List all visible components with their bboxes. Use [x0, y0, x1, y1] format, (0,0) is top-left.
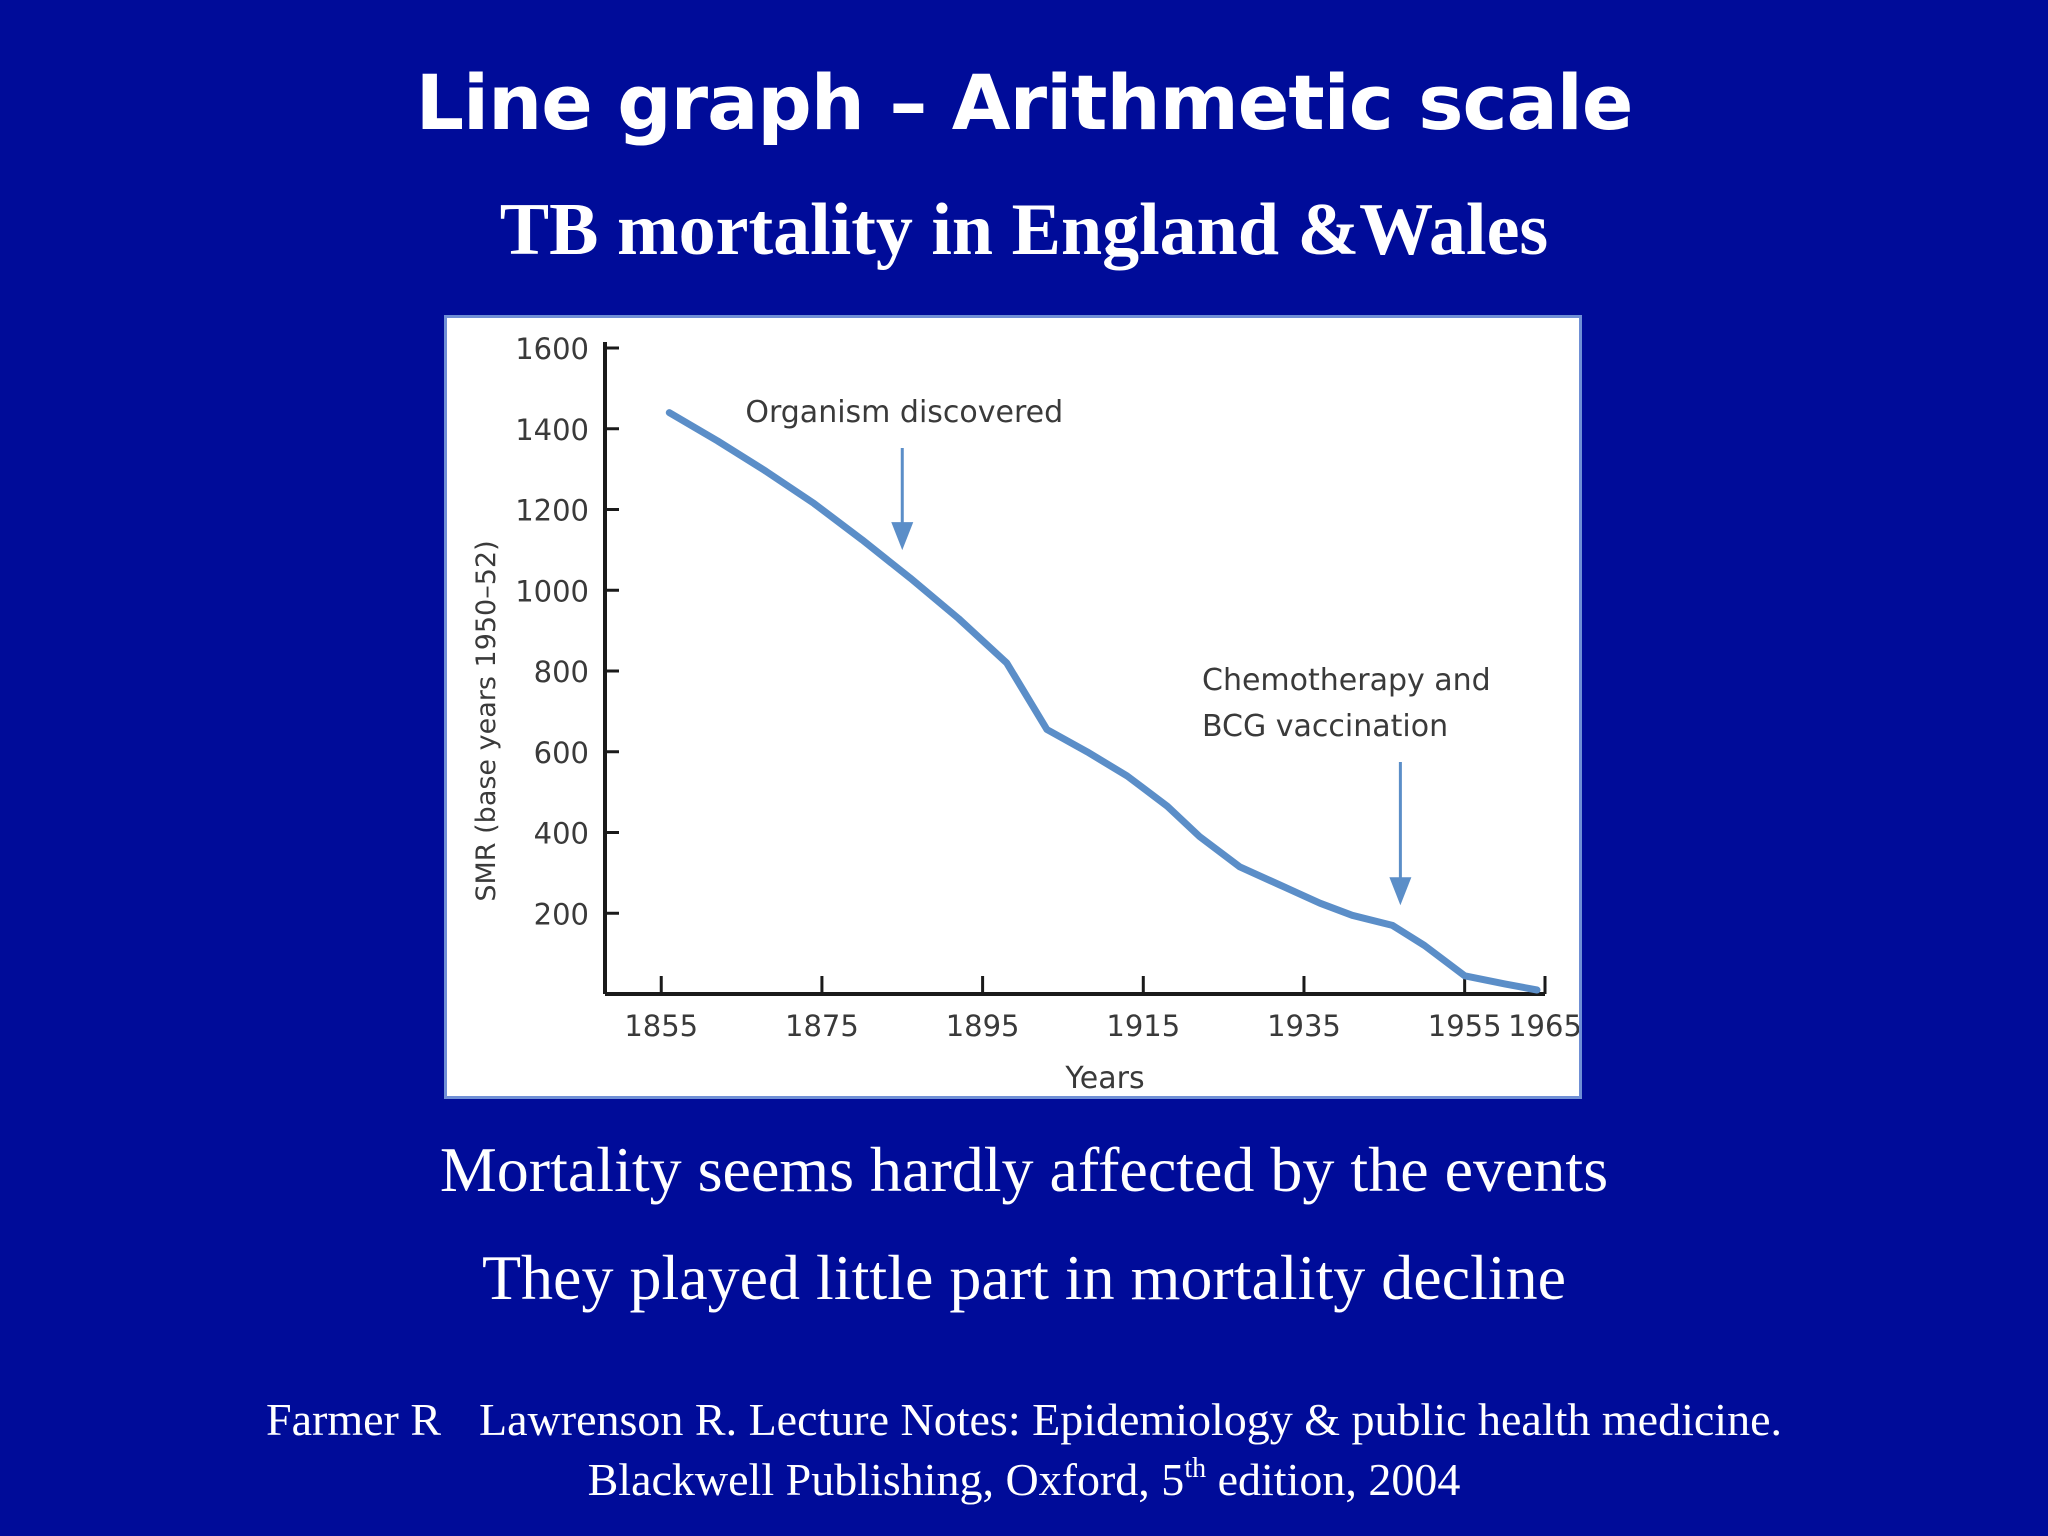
x-tick-label-1895: 1895 [946, 1009, 1020, 1043]
y-tick-label-600: 600 [534, 736, 589, 770]
x-tick-label-1935: 1935 [1267, 1009, 1341, 1043]
y-tick-label-400: 400 [534, 817, 589, 851]
annotation-arrowhead-1 [891, 522, 914, 551]
observation-line-2: They played little part in mortality dec… [481, 1242, 1567, 1313]
y-tick-label-200: 200 [534, 897, 589, 931]
citation-author-lawrenson: Lawrenson R. Lecture Notes: Epidemiology… [479, 1394, 1782, 1445]
citation-authors: Farmer R Lawrenson R. Lecture Notes: Epid… [0, 1390, 2048, 1450]
chart-frame: 200 400 600 800 1000 1200 1400 1600 1855 1875 1895… [444, 315, 1582, 1099]
y-tick-label-1200: 1200 [515, 494, 589, 528]
tb-mortality-line-chart: 200 400 600 800 1000 1200 1400 1600 1855 1875 1895… [471, 332, 1579, 1096]
y-tick-label-1400: 1400 [515, 413, 589, 447]
y-axis-label: SMR (base years 1950–52) [471, 540, 502, 901]
y-tick-label-800: 800 [534, 655, 589, 689]
citation-author-farmer: Farmer R [266, 1394, 442, 1445]
x-axis-label: Years [1064, 1061, 1144, 1096]
y-tick-label-1000: 1000 [515, 574, 589, 608]
citation-edition: edition, 2004 [1206, 1454, 1461, 1505]
slide-title: Line graph – Arithmetic scale [415, 58, 1634, 147]
annotation-chemotherapy-line2: BCG vaccination [1202, 709, 1448, 744]
annotation-arrowhead-2 [1389, 877, 1412, 906]
x-tick-label-1955: 1955 [1428, 1009, 1502, 1043]
citation-publisher-main: Blackwell Publishing, Oxford, 5 [587, 1454, 1185, 1505]
x-tick-label-1875: 1875 [785, 1009, 859, 1043]
observation-line-1: Mortality seems hardly affected by the e… [439, 1134, 1609, 1205]
citation-superscript: th [1184, 1453, 1207, 1484]
citation-publisher: Blackwell Publishing, Oxford, 5th editio… [0, 1450, 2048, 1510]
x-tick-label-1965: 1965 [1508, 1009, 1579, 1043]
x-tick-label-1855: 1855 [624, 1009, 698, 1043]
series-line-0 [665, 409, 1541, 994]
annotation-chemotherapy-line1: Chemotherapy and [1202, 663, 1491, 698]
slide-subtitle: TB mortality in England &Wales [499, 189, 1549, 271]
annotation-organism-discovered: Organism discovered [745, 395, 1063, 430]
y-tick-label-1600: 1600 [515, 332, 589, 366]
x-tick-label-1915: 1915 [1106, 1009, 1180, 1043]
